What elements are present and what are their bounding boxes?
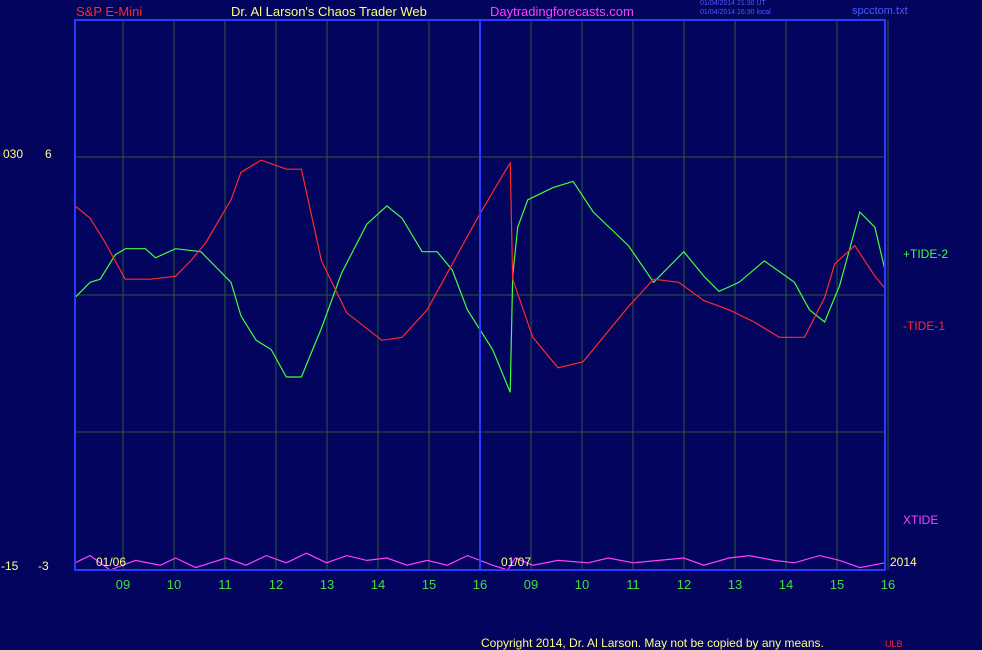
x-tick-label: 15 [830, 577, 844, 592]
x-tick-label: 14 [371, 577, 385, 592]
tide-plus-line [74, 180, 886, 393]
x-tick-label: 09 [524, 577, 538, 592]
x-tick-label: 14 [779, 577, 793, 592]
legend-tide-plus: +TIDE-2 [903, 247, 949, 261]
grid [75, 20, 889, 570]
y-label-top-inner: 6 [45, 147, 52, 161]
x-tick-label: 15 [422, 577, 436, 592]
x-tick-label: 10 [167, 577, 181, 592]
tide-minus-line [74, 159, 886, 369]
timestamp-local: 01/04/2014 16:30 local [700, 9, 771, 16]
x-tick-label: 16 [473, 577, 487, 592]
y-label-bottom-inner: -3 [38, 559, 49, 573]
x-tick-label: 11 [626, 577, 640, 592]
y-label-bottom-outer: -15 [1, 559, 19, 573]
x-tick-label: 10 [575, 577, 589, 592]
y-label-top-outer: 030 [3, 147, 24, 161]
x-tick-labels: 09 10 11 12 13 14 15 16 09 10 11 12 13 14 15 16 [116, 577, 895, 592]
legend-xtide: XTIDE [903, 513, 939, 527]
legend-tide-minus: -TIDE-1 [903, 319, 945, 333]
copyright: Copyright 2014, Dr. Al Larson. May not b… [481, 636, 824, 650]
x-tick-label: 13 [320, 577, 334, 592]
x-tick-label: 13 [728, 577, 742, 592]
timestamp-ut: 01/04/2014 21:30 UT [700, 0, 766, 7]
footer-tag: ULB [885, 639, 903, 649]
series-lines [74, 159, 886, 571]
instrument-label: S&P E-Mini [76, 4, 143, 19]
site-link[interactable]: Daytradingforecasts.com [490, 4, 634, 19]
date-label-1: 01/06 [96, 555, 127, 569]
x-tick-label: 16 [881, 577, 895, 592]
xtide-line [74, 552, 886, 571]
x-tick-label: 11 [218, 577, 232, 592]
year-label: 2014 [890, 555, 917, 569]
file-name: spcctom.txt [852, 5, 908, 17]
x-tick-label: 09 [116, 577, 130, 592]
x-tick-label: 12 [677, 577, 691, 592]
chart-title: Dr. Al Larson's Chaos Trader Web [231, 4, 427, 19]
x-tick-label: 12 [269, 577, 283, 592]
date-label-2: 01/07 [501, 555, 532, 569]
